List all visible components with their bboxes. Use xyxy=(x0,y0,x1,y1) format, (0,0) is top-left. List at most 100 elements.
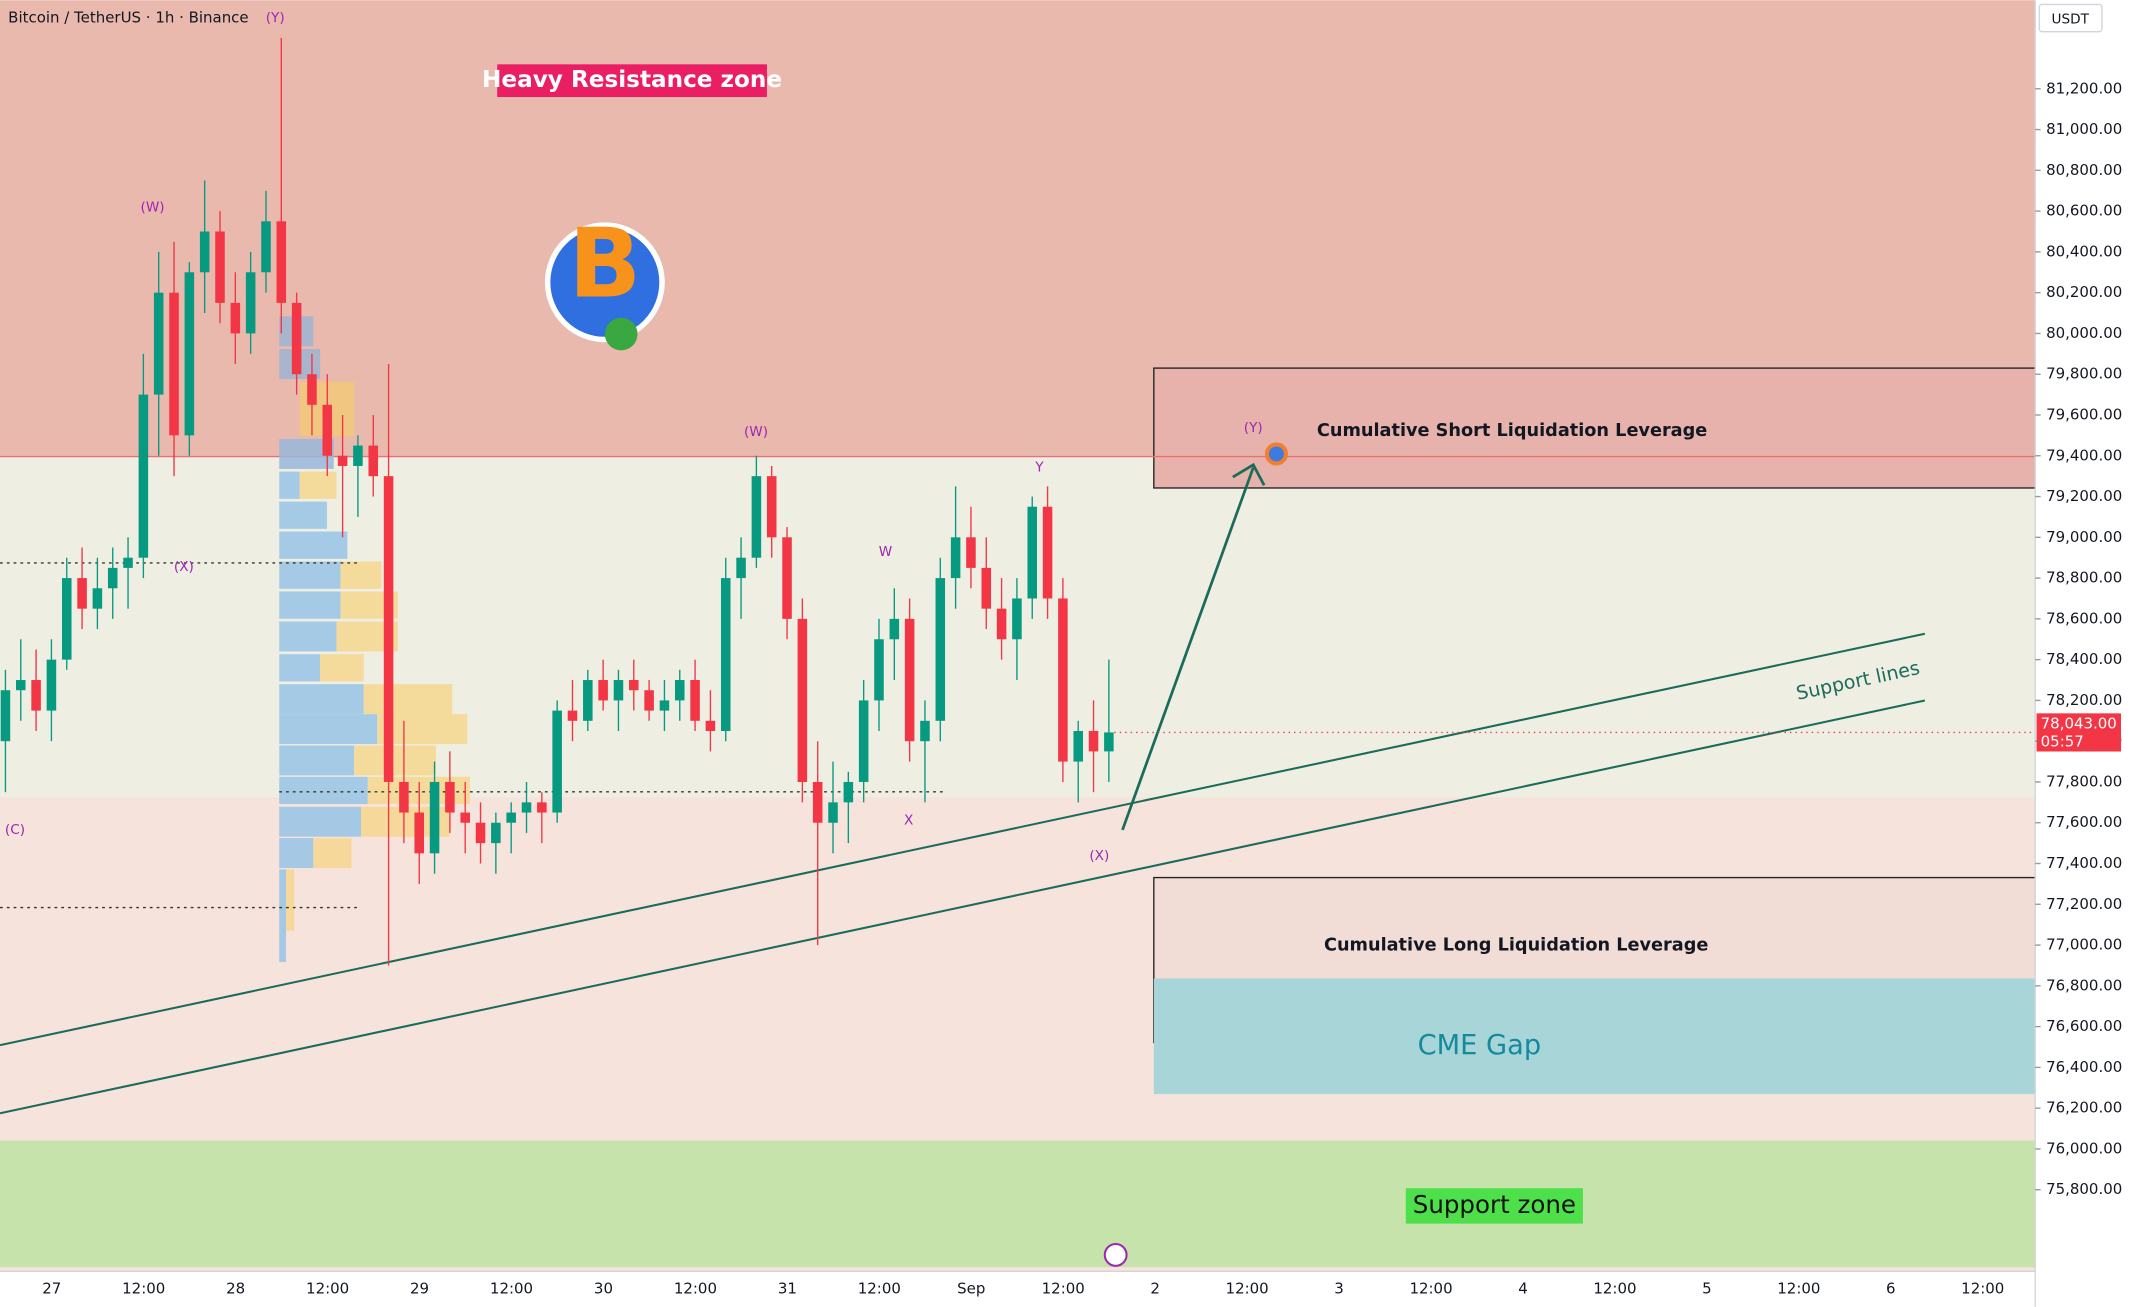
x-tick-label: 12:00 xyxy=(674,1279,717,1297)
y-tick-label: 81,000.00 xyxy=(2046,120,2122,138)
y-tick-label: 76,800.00 xyxy=(2046,976,2122,994)
y-tick-label: 76,600.00 xyxy=(2046,1017,2122,1035)
profile-bar xyxy=(279,745,355,776)
candle-body xyxy=(766,476,777,538)
candle-body xyxy=(583,680,593,721)
profile-bar xyxy=(279,591,341,619)
candle-body xyxy=(981,567,992,609)
y-tick-label: 77,200.00 xyxy=(2046,895,2122,913)
y-tick-label: 78,600.00 xyxy=(2046,609,2122,627)
y-tick-label: 75,800.00 xyxy=(2046,1180,2122,1198)
profile-bar xyxy=(279,714,378,745)
support-label: Support zone xyxy=(1413,1190,1576,1219)
logo-leaf xyxy=(604,317,638,351)
candle-body xyxy=(1073,730,1083,762)
candle-body xyxy=(261,221,271,273)
time-axis xyxy=(0,1271,2036,1307)
profile-bar xyxy=(279,684,364,715)
candle-body xyxy=(904,618,915,742)
profile-bar xyxy=(279,471,300,499)
y-tick-label: 80,000.00 xyxy=(2046,324,2122,342)
wave-label: (Y) xyxy=(1244,420,1263,436)
x-tick-label: 30 xyxy=(594,1279,613,1297)
candle-body xyxy=(644,690,654,711)
x-tick-label: 12:00 xyxy=(1593,1279,1636,1297)
profile-bar xyxy=(279,869,287,963)
logo-letter: B xyxy=(569,208,642,319)
zone xyxy=(1153,978,2036,1095)
candle-body xyxy=(1027,506,1038,599)
x-tick-label: 12:00 xyxy=(122,1279,165,1297)
candle-body xyxy=(828,802,838,823)
chart-title: Bitcoin / TetherUS · 1h · Binance xyxy=(8,9,248,27)
candle-body xyxy=(1088,730,1099,752)
support-line xyxy=(0,699,1926,1115)
x-tick-label: 12:00 xyxy=(858,1279,901,1297)
candle-body xyxy=(567,710,578,721)
zone xyxy=(0,1140,2036,1268)
y-tick-label: 77,800.00 xyxy=(2046,772,2122,790)
x-tick-label: 27 xyxy=(42,1279,61,1297)
y-tick-label: 78,800.00 xyxy=(2046,569,2122,587)
x-tick-label: 31 xyxy=(778,1279,797,1297)
y-tick-label: 77,600.00 xyxy=(2046,813,2122,831)
profile-bar xyxy=(279,621,337,652)
candle-body xyxy=(950,537,961,579)
x-tick-label: 12:00 xyxy=(1409,1279,1452,1297)
candle-body xyxy=(169,292,179,436)
x-tick-label: 12:00 xyxy=(1961,1279,2004,1297)
candle-body xyxy=(782,537,792,619)
candle-body xyxy=(414,812,424,854)
candle-body xyxy=(705,720,716,731)
profile-bar xyxy=(279,806,361,837)
candle-body xyxy=(31,680,41,711)
candle-body xyxy=(629,680,639,691)
x-tick-label: 2 xyxy=(1150,1279,1160,1297)
y-tick-label: 80,800.00 xyxy=(2046,161,2122,179)
profile-bar xyxy=(363,684,453,715)
candle-body xyxy=(291,302,302,375)
candle-body xyxy=(445,781,455,813)
arrow-head xyxy=(1232,462,1266,486)
candle-body xyxy=(230,302,241,334)
candle-body xyxy=(322,404,333,456)
profile-bar xyxy=(354,745,436,776)
arrow xyxy=(1121,467,1255,831)
candle-body xyxy=(797,618,808,782)
candle-body xyxy=(123,557,133,568)
y-tick-label: 80,600.00 xyxy=(2046,202,2122,220)
y-tick-label: 76,000.00 xyxy=(2046,1139,2122,1157)
candle-body xyxy=(1042,506,1053,599)
bitcoin-logo: B xyxy=(544,208,665,351)
candle-body xyxy=(812,781,823,823)
axes: 75,800.00 76,000.00 76,200.00 76,400.00 76,6… xyxy=(5,10,2122,1297)
profile-bar xyxy=(320,654,364,682)
wave-label: X xyxy=(904,812,913,828)
candle-body xyxy=(138,394,149,558)
candle-body xyxy=(276,221,287,303)
last-price: 78,043.00 xyxy=(2041,715,2117,733)
x-tick-label: 12:00 xyxy=(1226,1279,1269,1297)
candle-body xyxy=(383,476,394,782)
currency: USDT xyxy=(2052,11,2090,27)
candle-body xyxy=(552,710,562,813)
candle-body xyxy=(1058,598,1068,762)
y-tick-label: 79,200.00 xyxy=(2046,487,2122,505)
y-tick-label: 80,400.00 xyxy=(2046,242,2122,260)
candle-body xyxy=(889,618,900,640)
candle-body xyxy=(598,680,608,701)
price-axis xyxy=(2035,0,2136,1307)
y-tick-label: 76,400.00 xyxy=(2046,1058,2122,1076)
candle-body xyxy=(337,455,348,466)
resistance-label: Heavy Resistance zone xyxy=(482,67,782,93)
profile-bar xyxy=(279,776,368,805)
y-tick-label: 78,400.00 xyxy=(2046,650,2122,668)
wave-label: (W) xyxy=(141,199,165,215)
candle-body xyxy=(245,272,256,334)
resistance-label-bg xyxy=(497,64,767,98)
candle-body xyxy=(307,374,317,405)
candle-body xyxy=(920,720,930,742)
candle-body xyxy=(215,231,225,303)
profile-bar xyxy=(340,561,382,589)
